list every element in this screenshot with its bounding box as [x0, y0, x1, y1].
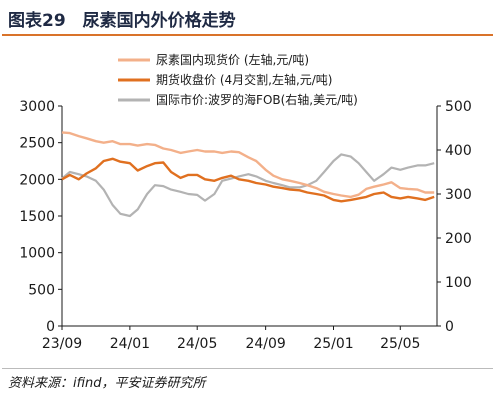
x-tick-label: 24/05 — [177, 336, 217, 352]
x-tick-label: 25/01 — [313, 336, 353, 352]
title-rule — [2, 34, 493, 36]
right-tick-label: 0 — [445, 319, 454, 335]
right-tick-label: 400 — [445, 143, 472, 159]
x-tick-label: 23/09 — [42, 336, 82, 352]
left-tick-label: 500 — [28, 282, 55, 298]
left-tick-label: 1500 — [19, 209, 55, 225]
figure-header: 图表29 尿素国内外价格走势 — [0, 0, 495, 36]
left-tick-label: 2000 — [19, 172, 55, 188]
left-tick-label: 0 — [46, 319, 55, 335]
right-tick-label: 200 — [445, 231, 472, 247]
left-tick-label: 2500 — [19, 136, 55, 152]
legend-label: 国际市价:波罗的海FOB(右轴,美元/吨) — [156, 92, 358, 107]
right-tick-label: 100 — [445, 275, 472, 291]
series-line-domestic-spot — [61, 131, 435, 199]
figure-source: 资料来源：ifind，平安证券研究所 — [8, 376, 206, 391]
legend-label: 尿素国内现货价 (左轴,元/吨) — [156, 52, 309, 67]
right-tick-label: 300 — [445, 187, 472, 203]
series-line-futures — [61, 157, 435, 203]
source-rule — [2, 368, 493, 369]
x-tick-label: 25/05 — [380, 336, 420, 352]
right-tick-label: 500 — [445, 99, 472, 115]
left-tick-label: 3000 — [19, 99, 55, 115]
x-tick-label: 24/01 — [110, 336, 150, 352]
legend-label: 期货收盘价 (4月交割,左轴,元/吨) — [156, 72, 333, 87]
x-tick-label: 24/09 — [245, 336, 285, 352]
chart: 尿素国内现货价 (左轴,元/吨) 期货收盘价 (4月交割,左轴,元/吨) 国际市价:… — [19, 52, 472, 352]
left-tick-label: 1000 — [19, 246, 55, 262]
series-line-international — [61, 153, 435, 218]
figure-title: 图表29 尿素国内外价格走势 — [8, 11, 236, 31]
